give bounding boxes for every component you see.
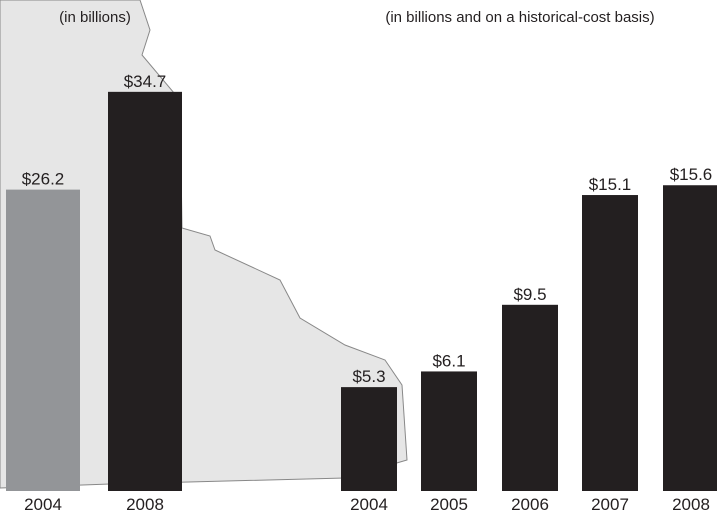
x-tick-label-2008: 2008 xyxy=(672,495,710,514)
value-label-2006: $9.5 xyxy=(513,285,546,304)
chart-left-subtitle: (in billions) xyxy=(59,9,131,26)
value-label-2005: $6.1 xyxy=(432,351,465,370)
x-tick-label-2006: 2006 xyxy=(511,495,549,514)
chart-right: (in billions and on a historical-cost ba… xyxy=(341,9,717,514)
chart-right-bars: $5.3 2004 $6.1 2005 $9.5 2006 $15.1 2007 $15.6 20… xyxy=(341,165,717,514)
bar-2004 xyxy=(341,387,397,491)
x-tick-label-2004: 2004 xyxy=(24,495,62,514)
bar-2006 xyxy=(502,304,558,491)
chart-left: (in billions) $26.2 2004 $34.7 2008 xyxy=(6,9,182,514)
bar-2004 xyxy=(6,189,80,491)
chart-left-bars: $26.2 2004 $34.7 2008 xyxy=(6,72,182,514)
x-tick-label-2007: 2007 xyxy=(591,495,629,514)
x-tick-label-2005: 2005 xyxy=(430,495,468,514)
chart-right-subtitle: (in billions and on a historical-cost ba… xyxy=(385,9,654,26)
value-label-2008: $34.7 xyxy=(124,72,167,91)
bar-2008 xyxy=(663,185,717,492)
value-label-2004: $26.2 xyxy=(22,170,65,189)
value-label-2004: $5.3 xyxy=(352,367,385,386)
map-silhouette xyxy=(0,0,408,489)
value-label-2008: $15.6 xyxy=(670,165,713,184)
bar-2007 xyxy=(582,195,638,492)
x-tick-label-2004: 2004 xyxy=(350,495,388,514)
bar-2005 xyxy=(421,371,477,491)
x-tick-label-2008: 2008 xyxy=(126,495,164,514)
value-label-2007: $15.1 xyxy=(589,175,632,194)
bar-2008 xyxy=(108,91,182,492)
